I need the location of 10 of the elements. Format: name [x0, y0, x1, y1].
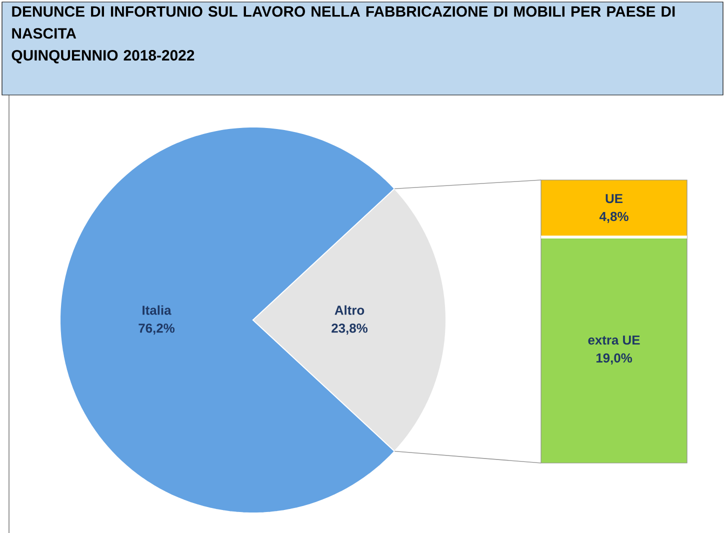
- series-label: UE: [606, 194, 623, 203]
- data-label: 23,8%: [332, 323, 368, 335]
- chart-subtitle: QUINQUENNIO 2018-2022: [12, 50, 194, 64]
- data-label: 76,2%: [138, 323, 175, 335]
- slice-label: Altro: [334, 305, 364, 315]
- slice-label: Italia: [142, 305, 172, 315]
- data-label: 19,0%: [596, 353, 632, 364]
- series-label: extra UE: [588, 335, 640, 345]
- data-label: 4,8%: [599, 212, 628, 223]
- chart-title: DENUNCE DI INFORTUNIO SUL LAVORO NELLA FABBRICAZIONE DI MOBILI PER PAESE DI NASCITA: [12, 6, 675, 39]
